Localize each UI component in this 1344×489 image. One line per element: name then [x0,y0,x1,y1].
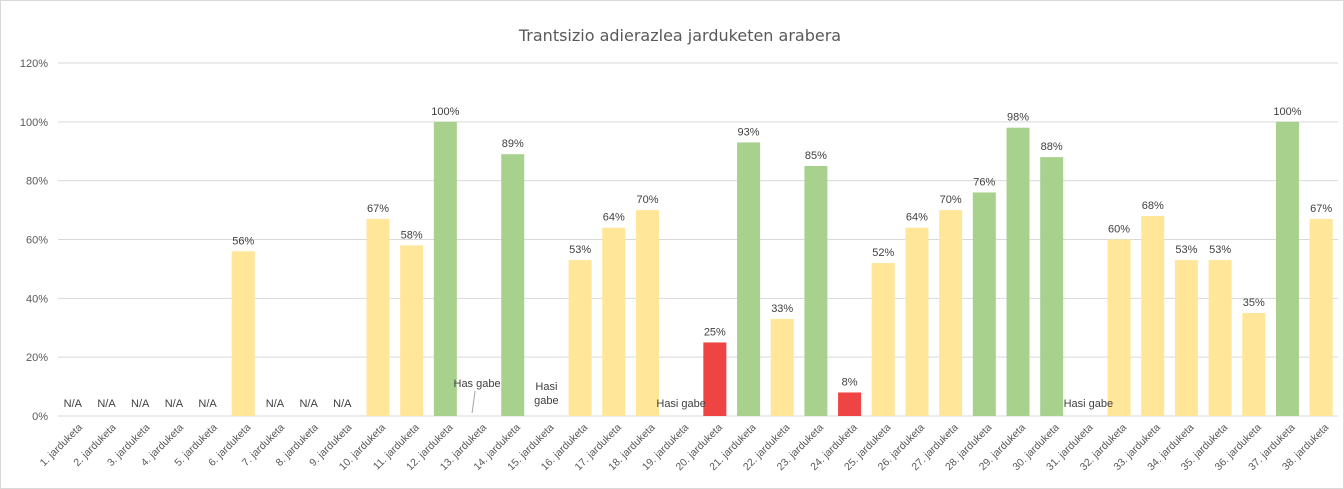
y-tick-label: 80% [26,176,48,188]
bar [1309,218,1333,416]
data-label: 64% [906,212,928,224]
data-label: 70% [940,194,962,206]
data-label: 89% [502,138,524,150]
bar [1174,260,1198,416]
data-label: 67% [367,203,389,215]
data-label: 64% [603,212,625,224]
data-label: Hasi gabe [1064,398,1114,410]
data-label-line: Hasi [535,381,557,393]
data-label: 53% [569,244,591,256]
bar [231,251,255,416]
data-label: 70% [636,194,658,206]
data-label: 85% [805,150,827,162]
data-label: 53% [1175,244,1197,256]
y-tick-label: 100% [20,117,48,129]
bar [1141,215,1165,416]
y-tick-label: 0% [32,411,48,423]
bar [770,318,794,416]
bar [1040,157,1064,416]
bar [635,210,659,416]
y-axis-ticks: 0% 20% 40% 60% 80% 100% 120% [20,58,48,423]
data-label: 8% [842,376,858,388]
data-label: 68% [1142,200,1164,212]
bar [602,227,626,416]
data-label: N/A [333,398,352,410]
y-tick-label: 60% [26,235,48,247]
data-label: N/A [64,398,83,410]
data-label: N/A [299,398,318,410]
bar [400,245,424,416]
bar [1107,239,1131,416]
data-label: 56% [232,235,254,247]
bar [838,392,862,416]
data-label: 98% [1007,112,1029,124]
bar [804,165,828,416]
y-tick-label: 40% [26,293,48,305]
data-labels: N/A N/A N/A N/A N/A 56% N/A N/A N/A 67% 58% 100% Has… [64,106,1332,414]
bar [905,227,929,416]
data-label: N/A [165,398,184,410]
bars [231,121,1333,417]
bar [1208,260,1232,416]
data-label: 52% [872,247,894,259]
data-label: 25% [704,326,726,338]
data-label: N/A [266,398,285,410]
data-label: N/A [97,398,116,410]
bar [568,260,592,416]
data-label: 100% [431,106,459,118]
chart-title: Trantsizio adierazlea jarduketen arabera [518,26,841,45]
data-label: N/A [131,398,150,410]
bar [1006,127,1030,416]
bar [1275,121,1299,416]
data-label: Hasi gabe [656,398,706,410]
data-label-line: gabe [534,395,558,407]
data-label: 35% [1243,297,1265,309]
bar [1242,313,1266,416]
data-label: Hasi gabe [534,381,558,407]
data-label: 67% [1310,203,1332,215]
data-label: N/A [198,398,217,410]
leader-line [471,390,476,414]
bar [433,121,457,416]
bar [737,142,761,417]
bar [972,192,996,416]
data-label: Has gabe [454,378,501,390]
bar [871,263,895,416]
data-label: 60% [1108,224,1130,236]
data-label: 93% [738,126,760,138]
data-label: 53% [1209,244,1231,256]
data-label: 76% [973,176,995,188]
y-tick-label: 20% [26,352,48,364]
bar [501,154,525,417]
data-label: 100% [1273,106,1301,118]
bar [939,210,963,416]
data-label: 33% [771,303,793,315]
bar [703,342,727,416]
bar [366,218,390,416]
y-tick-label: 120% [20,58,48,70]
data-label: 58% [401,229,423,241]
data-label: 88% [1041,141,1063,153]
